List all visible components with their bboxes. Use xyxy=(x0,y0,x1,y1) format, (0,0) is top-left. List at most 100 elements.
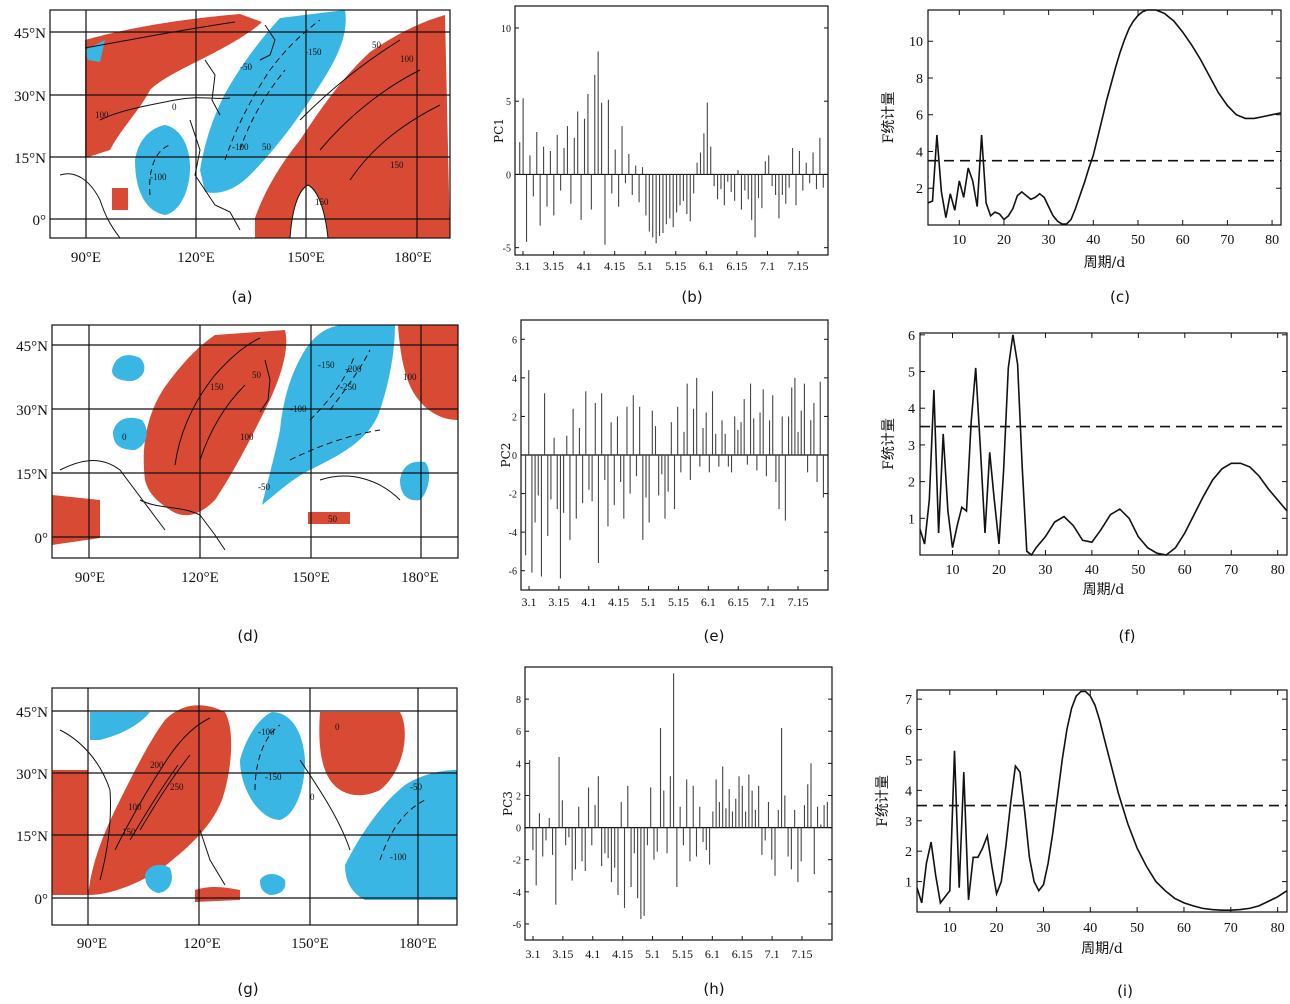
x-tick-label: 4.1 xyxy=(581,595,596,609)
chart-i: 10 20 30 40 50 60 70 80 1 2 3 4 5 6 7 周期/d F统计量 (i) xyxy=(875,689,1288,1000)
contour-label: 150 xyxy=(390,160,404,170)
y-tick-label: 6 xyxy=(905,724,912,739)
map-g-negative-region xyxy=(145,864,172,893)
x-tick-label: 50 xyxy=(1130,921,1144,936)
contour-label: 0 xyxy=(335,722,340,732)
x-tick-label: 40 xyxy=(1083,921,1097,936)
map-g: 100 200 250 150 0 -100 -150 -100 -50 0 4… xyxy=(16,687,458,998)
map-g-positive-region xyxy=(88,705,232,895)
x-tick-label: 60 xyxy=(1178,563,1192,578)
contour-label: 150 xyxy=(315,197,329,207)
panel-caption: (f) xyxy=(1119,627,1136,645)
x-tick-label: 60 xyxy=(1177,921,1191,936)
y-axis-label: PC1 xyxy=(492,118,506,143)
lon-tick: 150°E xyxy=(291,936,329,952)
plot-frame xyxy=(514,5,829,256)
panel-caption: (h) xyxy=(703,980,724,998)
lat-tick: 15°N xyxy=(16,829,48,845)
y-axis-label: F统计量 xyxy=(881,92,897,144)
contour-label: 200 xyxy=(150,760,164,770)
y-tick-label: 4 xyxy=(516,759,521,770)
y-tick-label: 10 xyxy=(909,35,923,50)
contour-label: 50 xyxy=(262,142,272,152)
y-tick-label: 4 xyxy=(908,402,915,417)
panel-caption: (a) xyxy=(232,288,253,306)
lon-tick: 180°E xyxy=(401,570,439,586)
lon-tick: 180°E xyxy=(399,936,437,952)
contour-label: -200 xyxy=(345,364,362,374)
y-tick-label: 2 xyxy=(916,182,923,197)
x-tick-label: 3.1 xyxy=(516,259,531,273)
y-tick-label: -6 xyxy=(509,567,517,578)
x-tick-label: 70 xyxy=(1224,563,1238,578)
contour-label: -50 xyxy=(240,62,252,72)
x-tick-label: 4.1 xyxy=(585,947,600,961)
contour-label: 100 xyxy=(400,54,414,64)
y-tick-label: 6 xyxy=(916,109,923,124)
lon-tick: 90°E xyxy=(77,936,107,952)
map-d-negative-region xyxy=(113,417,147,450)
x-tick-label: 30 xyxy=(1042,233,1056,248)
x-tick-label: 7.1 xyxy=(760,259,775,273)
contour-label: 100 xyxy=(95,110,109,120)
y-axis-label: F统计量 xyxy=(875,775,891,827)
contour-label: 0 xyxy=(122,432,127,442)
x-tick-label: 4.1 xyxy=(577,259,592,273)
x-tick-label: 5.1 xyxy=(641,595,656,609)
x-tick-label: 6.15 xyxy=(732,947,753,961)
panel-caption: (g) xyxy=(237,980,258,998)
lon-tick: 150°E xyxy=(292,570,330,586)
x-tick-label: 6.15 xyxy=(728,595,749,609)
x-tick-label: 3.1 xyxy=(522,595,537,609)
contour-label: 250 xyxy=(170,782,184,792)
x-tick-label: 80 xyxy=(1271,563,1285,578)
lat-tick: 0° xyxy=(35,531,49,547)
lon-tick: 120°E xyxy=(183,936,221,952)
x-tick-label: 3.15 xyxy=(548,595,569,609)
panel-caption: (b) xyxy=(681,288,702,306)
x-tick-label: 50 xyxy=(1131,563,1145,578)
x-tick-label: 5.15 xyxy=(672,947,693,961)
x-tick-label: 20 xyxy=(990,921,1004,936)
y-tick-label: 1 xyxy=(908,512,915,527)
map-d: 100 150 50 0 -50 -100 -150 -200 -250 50 … xyxy=(16,324,459,645)
x-tick-label: 7.1 xyxy=(765,947,780,961)
x-tick-label: 7.15 xyxy=(792,947,813,961)
y-tick-label: 5 xyxy=(506,97,511,108)
map-g-negative-region xyxy=(90,712,150,740)
x-tick-label: 6.1 xyxy=(701,595,716,609)
y-tick-label: 1 xyxy=(905,876,912,891)
contour-label: -150 xyxy=(318,360,335,370)
y-tick-label: 3 xyxy=(905,815,912,830)
x-tick-label: 6.1 xyxy=(705,947,720,961)
x-tick-label: 6.1 xyxy=(699,259,714,273)
contour-label: 100 xyxy=(240,432,254,442)
x-tick-label: 10 xyxy=(943,921,957,936)
x-tick-label: 4.15 xyxy=(612,947,633,961)
x-tick-label: 70 xyxy=(1224,921,1238,936)
y-axis-label: F统计量 xyxy=(881,418,897,470)
panel-caption: (c) xyxy=(1110,288,1130,306)
y-tick-label: 8 xyxy=(916,72,923,87)
x-tick-label: 5.15 xyxy=(665,259,686,273)
contour-label: 150 xyxy=(122,827,136,837)
x-tick-label: 3.15 xyxy=(552,947,573,961)
contour-label: -50 xyxy=(258,482,270,492)
plot-frame xyxy=(916,689,1288,913)
contour-label: -100 xyxy=(258,727,275,737)
x-axis-label: 周期/d xyxy=(1083,582,1125,598)
y-tick-label: 3 xyxy=(908,439,915,454)
y-tick-label: 2 xyxy=(512,412,517,423)
x-tick-label: 10 xyxy=(952,233,966,248)
x-tick-label: 3.15 xyxy=(543,259,564,273)
map-g-positive-region xyxy=(319,712,405,796)
y-tick-label: -6 xyxy=(513,920,521,931)
series-line xyxy=(916,690,1288,911)
lat-tick: 45°N xyxy=(16,339,48,355)
contour-label: 0 xyxy=(172,102,177,112)
chart-h: -6 -4 -2 0 2 4 6 8 3.1 3.15 4.1 4.15 5.1 5.15 6.1 6.15 7… xyxy=(501,666,833,998)
x-tick-label: 40 xyxy=(1085,563,1099,578)
x-axis-label: 周期/d xyxy=(1084,255,1126,271)
lat-tick: 45°N xyxy=(14,26,46,42)
y-tick-label: 2 xyxy=(516,791,521,802)
